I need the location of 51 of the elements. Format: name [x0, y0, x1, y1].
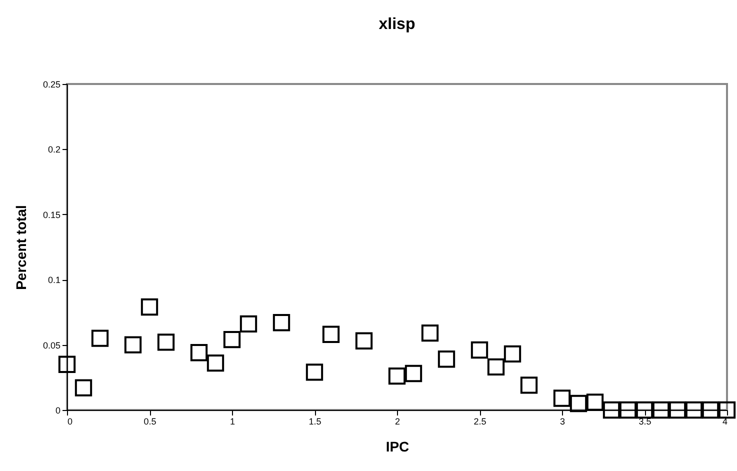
x-tick-label: 1.5	[308, 416, 322, 426]
y-axis-title: Percent total	[12, 205, 29, 290]
point	[504, 345, 522, 363]
point	[140, 298, 158, 316]
point	[190, 344, 208, 362]
x-tick-label: 3	[560, 416, 566, 426]
point	[602, 401, 620, 419]
point	[553, 390, 571, 407]
point	[685, 401, 703, 419]
point	[157, 334, 175, 351]
point	[586, 394, 604, 411]
point	[470, 341, 488, 359]
point	[421, 324, 439, 342]
point	[487, 358, 505, 376]
chart-title: xlisp	[378, 16, 416, 33]
x-tick-label: 4	[722, 416, 728, 426]
y-tick-label: 0.15	[42, 210, 60, 220]
x-tick-label: 1	[230, 416, 236, 426]
point	[272, 314, 290, 332]
x-axis-title: IPC	[386, 438, 410, 454]
point	[206, 354, 224, 372]
point	[652, 401, 670, 419]
point	[355, 332, 373, 350]
point	[570, 394, 588, 412]
point	[58, 356, 76, 373]
point	[636, 401, 654, 419]
y-tick-label: 0.05	[42, 340, 60, 350]
x-tick-label: 2.5	[474, 416, 486, 426]
point	[619, 401, 637, 419]
point	[668, 401, 686, 419]
point	[520, 376, 538, 394]
point	[404, 364, 422, 382]
point	[306, 364, 324, 381]
point	[124, 336, 142, 354]
y-tick-label: 0.25	[42, 80, 60, 90]
point	[240, 315, 258, 333]
point	[438, 350, 456, 368]
point	[322, 326, 340, 343]
point	[91, 330, 109, 347]
y-tick-label: 0.2	[48, 144, 60, 155]
y-tick-label: 0	[55, 406, 60, 416]
x-tick-label: 3.5	[638, 416, 652, 426]
point	[223, 331, 241, 348]
point	[718, 401, 736, 419]
x-tick-label: 0.5	[144, 416, 156, 426]
y-tick-label: 0.1	[48, 275, 60, 286]
point	[388, 368, 406, 385]
x-tick-label: 0	[68, 416, 73, 426]
point	[74, 379, 92, 396]
x-tick-label: 2	[394, 416, 400, 426]
point	[702, 401, 720, 419]
